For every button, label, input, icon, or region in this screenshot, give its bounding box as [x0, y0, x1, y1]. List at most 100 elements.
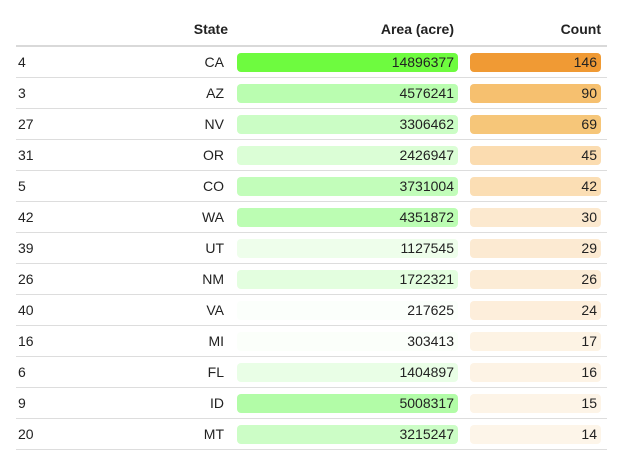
row-index-cell: 16: [16, 325, 96, 357]
count-cell: 146: [460, 46, 607, 78]
area-cell: 4351872: [234, 201, 460, 233]
state-area-count-table: State Area (acre) Count 4 CA 14896377 146 3 A…: [16, 12, 607, 450]
area-cell: 14896377: [234, 46, 460, 78]
count-value: 16: [470, 362, 601, 382]
table-row: 3 AZ 4576241 90: [16, 77, 607, 109]
state-cell: WA: [96, 201, 234, 233]
count-cell: 14: [460, 418, 607, 450]
count-value: 24: [470, 300, 601, 320]
state-cell: FL: [96, 356, 234, 388]
count-value: 26: [470, 269, 601, 289]
row-index-cell: 3: [16, 77, 96, 109]
count-value: 90: [470, 83, 601, 103]
count-cell: 17: [460, 325, 607, 357]
area-value: 3306462: [237, 114, 458, 134]
state-cell: ID: [96, 387, 234, 419]
count-value: 29: [470, 238, 601, 258]
column-header-area[interactable]: Area (acre): [234, 12, 460, 47]
area-cell: 2426947: [234, 139, 460, 171]
table-row: 27 NV 3306462 69: [16, 108, 607, 140]
area-value: 303413: [237, 331, 458, 351]
row-index-cell: 6: [16, 356, 96, 388]
row-index-cell: 31: [16, 139, 96, 171]
count-cell: 90: [460, 77, 607, 109]
area-value: 3731004: [237, 176, 458, 196]
state-cell: AZ: [96, 77, 234, 109]
count-value: 17: [470, 331, 601, 351]
table-row: 6 FL 1404897 16: [16, 356, 607, 388]
row-index-cell: 39: [16, 232, 96, 264]
area-value: 217625: [237, 300, 458, 320]
row-index-cell: 26: [16, 263, 96, 295]
count-cell: 42: [460, 170, 607, 202]
table-row: 5 CO 3731004 42: [16, 170, 607, 202]
row-index-cell: 4: [16, 46, 96, 78]
table-row: 4 CA 14896377 146: [16, 46, 607, 78]
row-index-cell: 40: [16, 294, 96, 326]
area-value: 14896377: [237, 52, 458, 72]
column-header-count[interactable]: Count: [460, 12, 607, 47]
area-value: 3215247: [237, 424, 458, 444]
area-cell: 4576241: [234, 77, 460, 109]
count-cell: 15: [460, 387, 607, 419]
state-cell: UT: [96, 232, 234, 264]
state-cell: OR: [96, 139, 234, 171]
state-cell: NV: [96, 108, 234, 140]
area-cell: 1722321: [234, 263, 460, 295]
table-body: 4 CA 14896377 146 3 AZ 4576241 90 27 NV 3306462 69 3…: [16, 46, 607, 450]
state-cell: CO: [96, 170, 234, 202]
table-row: 26 NM 1722321 26: [16, 263, 607, 295]
table-row: 20 MT 3215247 14: [16, 418, 607, 450]
column-header-index[interactable]: [16, 12, 96, 47]
state-cell: MI: [96, 325, 234, 357]
table-header: State Area (acre) Count: [16, 12, 607, 47]
area-value: 1127545: [237, 238, 458, 258]
row-index-cell: 20: [16, 418, 96, 450]
area-cell: 303413: [234, 325, 460, 357]
state-cell: CA: [96, 46, 234, 78]
count-cell: 30: [460, 201, 607, 233]
area-cell: 1404897: [234, 356, 460, 388]
count-value: 45: [470, 145, 601, 165]
area-cell: 3215247: [234, 418, 460, 450]
count-value: 146: [470, 52, 601, 72]
row-index-cell: 5: [16, 170, 96, 202]
row-index-cell: 42: [16, 201, 96, 233]
area-cell: 217625: [234, 294, 460, 326]
count-value: 15: [470, 393, 601, 413]
count-cell: 24: [460, 294, 607, 326]
count-value: 69: [470, 114, 601, 134]
area-value: 1404897: [237, 362, 458, 382]
column-header-state[interactable]: State: [96, 12, 234, 47]
count-cell: 29: [460, 232, 607, 264]
table-row: 16 MI 303413 17: [16, 325, 607, 357]
area-value: 2426947: [237, 145, 458, 165]
count-cell: 69: [460, 108, 607, 140]
table-row: 39 UT 1127545 29: [16, 232, 607, 264]
area-cell: 3731004: [234, 170, 460, 202]
area-value: 4576241: [237, 83, 458, 103]
area-value: 5008317: [237, 393, 458, 413]
table-row: 9 ID 5008317 15: [16, 387, 607, 419]
table-row: 31 OR 2426947 45: [16, 139, 607, 171]
area-cell: 1127545: [234, 232, 460, 264]
table-row: 42 WA 4351872 30: [16, 201, 607, 233]
state-cell: NM: [96, 263, 234, 295]
count-value: 14: [470, 424, 601, 444]
area-cell: 5008317: [234, 387, 460, 419]
count-cell: 45: [460, 139, 607, 171]
area-value: 1722321: [237, 269, 458, 289]
state-cell: MT: [96, 418, 234, 450]
area-value: 4351872: [237, 207, 458, 227]
count-value: 30: [470, 207, 601, 227]
row-index-cell: 9: [16, 387, 96, 419]
state-cell: VA: [96, 294, 234, 326]
table-row: 40 VA 217625 24: [16, 294, 607, 326]
count-cell: 26: [460, 263, 607, 295]
table-container: State Area (acre) Count 4 CA 14896377 146 3 A…: [16, 12, 607, 450]
count-value: 42: [470, 176, 601, 196]
area-cell: 3306462: [234, 108, 460, 140]
header-row: State Area (acre) Count: [16, 12, 607, 47]
count-cell: 16: [460, 356, 607, 388]
row-index-cell: 27: [16, 108, 96, 140]
